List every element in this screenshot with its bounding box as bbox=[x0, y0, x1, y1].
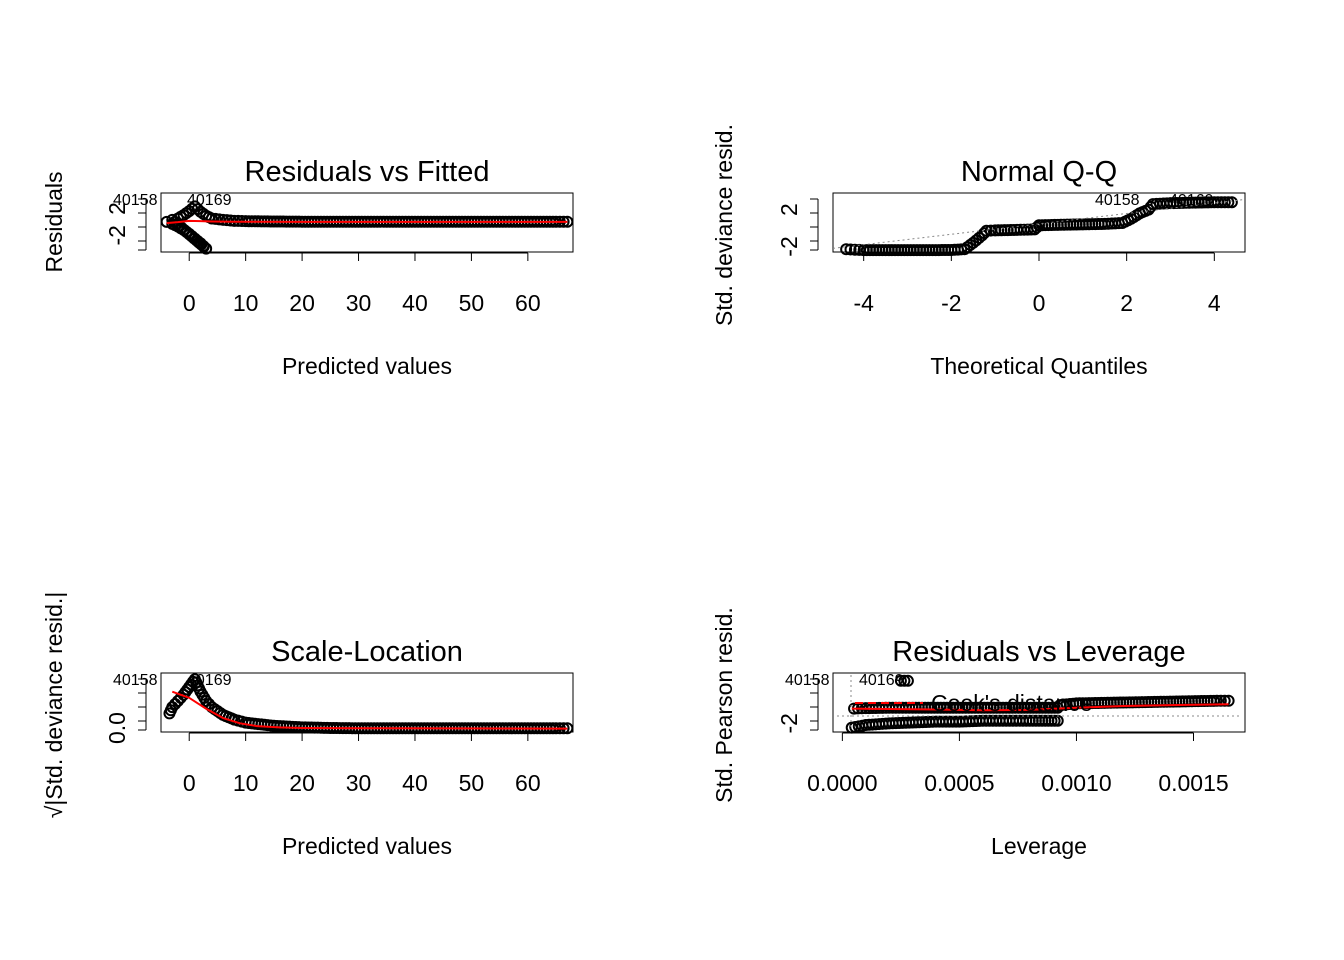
x-axis-label: Predicted values bbox=[282, 353, 452, 379]
outlier-label: 40169 bbox=[859, 672, 904, 689]
panel-residuals-vs-fitted: Residuals vs Fitted Predicted values Resid… bbox=[41, 156, 574, 379]
y-axis-label: Residuals bbox=[41, 172, 67, 273]
x-axis-label: Predicted values bbox=[282, 833, 452, 859]
chart-title: Scale-Location bbox=[271, 636, 463, 668]
x-tick-label: 50 bbox=[459, 290, 485, 316]
x-tick-label: 20 bbox=[289, 290, 315, 316]
panel-normal-qq: Normal Q-Q Theoretical Quantiles Std. devi… bbox=[711, 124, 1246, 379]
x-tick-label: 60 bbox=[515, 770, 541, 796]
outlier-label: 40169 bbox=[187, 192, 232, 209]
x-tick-label: 0 bbox=[1033, 290, 1046, 316]
x-axis-label: Leverage bbox=[991, 833, 1087, 859]
x-tick-label: 60 bbox=[515, 290, 541, 316]
outlier-label: 40169 bbox=[187, 672, 232, 689]
y-tick-label: 2 bbox=[104, 202, 130, 215]
x-tick-label: 0.0010 bbox=[1041, 770, 1111, 796]
panel-residuals-vs-leverage: Residuals vs Leverage Leverage Std. Pearso… bbox=[711, 607, 1246, 859]
x-tick-label: 50 bbox=[459, 770, 485, 796]
y-axis-label: √|Std. deviance resid.| bbox=[41, 592, 67, 819]
x-axis-label: Theoretical Quantiles bbox=[930, 353, 1147, 379]
chart-title: Normal Q-Q bbox=[961, 156, 1117, 188]
qq-reference-line bbox=[832, 198, 1246, 249]
smoother-line bbox=[166, 219, 568, 225]
data-point bbox=[901, 674, 914, 687]
data-point bbox=[1218, 196, 1231, 209]
smoother-line bbox=[851, 703, 1229, 712]
x-tick-label: 10 bbox=[233, 770, 259, 796]
x-tick-label: 30 bbox=[346, 770, 372, 796]
x-tick-label: 40 bbox=[402, 770, 428, 796]
data-point bbox=[1210, 694, 1223, 707]
outlier-label: 40158 bbox=[113, 192, 158, 209]
y-tick-label: -2 bbox=[776, 713, 802, 733]
data-point bbox=[980, 224, 993, 237]
y-axis-label: Std. Pearson resid. bbox=[711, 607, 737, 803]
plot-area bbox=[160, 200, 574, 255]
data-point bbox=[1030, 221, 1043, 234]
data-point bbox=[848, 243, 861, 256]
outlier-label: 40169 bbox=[1169, 192, 1214, 209]
data-point bbox=[1222, 694, 1235, 707]
panel-scale-location: Scale-Location Predicted values √|Std. dev… bbox=[41, 592, 574, 859]
y-tick-label: 2 bbox=[776, 203, 802, 216]
plot-area bbox=[163, 673, 574, 735]
smoother-line bbox=[171, 690, 568, 730]
data-point bbox=[1222, 196, 1235, 209]
chart-title: Residuals vs Fitted bbox=[245, 156, 490, 188]
data-point bbox=[1214, 694, 1227, 707]
x-tick-label: 20 bbox=[289, 770, 315, 796]
plot-frame bbox=[832, 192, 1246, 253]
y-axis-label: Std. deviance resid. bbox=[711, 124, 737, 326]
x-tick-label: 30 bbox=[346, 290, 372, 316]
x-tick-label: 4 bbox=[1208, 290, 1221, 316]
y-tick-label: -2 bbox=[776, 236, 802, 256]
x-tick-label: 0.0005 bbox=[924, 770, 994, 796]
outlier-label: 40158 bbox=[1095, 192, 1140, 209]
x-tick-label: 0.0000 bbox=[807, 770, 877, 796]
x-tick-label: 0.0015 bbox=[1158, 770, 1228, 796]
y-tick-label: 0.0 bbox=[104, 712, 130, 744]
x-tick-label: -4 bbox=[853, 290, 874, 316]
plot-area bbox=[832, 196, 1246, 257]
data-point bbox=[840, 243, 853, 256]
data-point bbox=[978, 227, 991, 240]
x-tick-label: 10 bbox=[233, 290, 259, 316]
x-tick-label: 40 bbox=[402, 290, 428, 316]
plot-frame bbox=[832, 672, 1246, 733]
outlier-label: 40158 bbox=[113, 672, 158, 689]
data-point bbox=[894, 674, 907, 687]
x-tick-label: 0 bbox=[183, 290, 196, 316]
chart-title: Residuals vs Leverage bbox=[892, 636, 1185, 668]
legend-label: Cook's distance bbox=[931, 690, 1093, 716]
data-point bbox=[1225, 196, 1238, 209]
outlier-label: 40158 bbox=[785, 672, 830, 689]
x-tick-label: 2 bbox=[1120, 290, 1133, 316]
data-point bbox=[898, 674, 911, 687]
x-tick-label: -2 bbox=[941, 290, 961, 316]
data-point bbox=[844, 243, 857, 256]
x-tick-label: 0 bbox=[183, 770, 196, 796]
y-tick-label: -2 bbox=[104, 225, 130, 245]
data-point bbox=[1218, 694, 1231, 707]
